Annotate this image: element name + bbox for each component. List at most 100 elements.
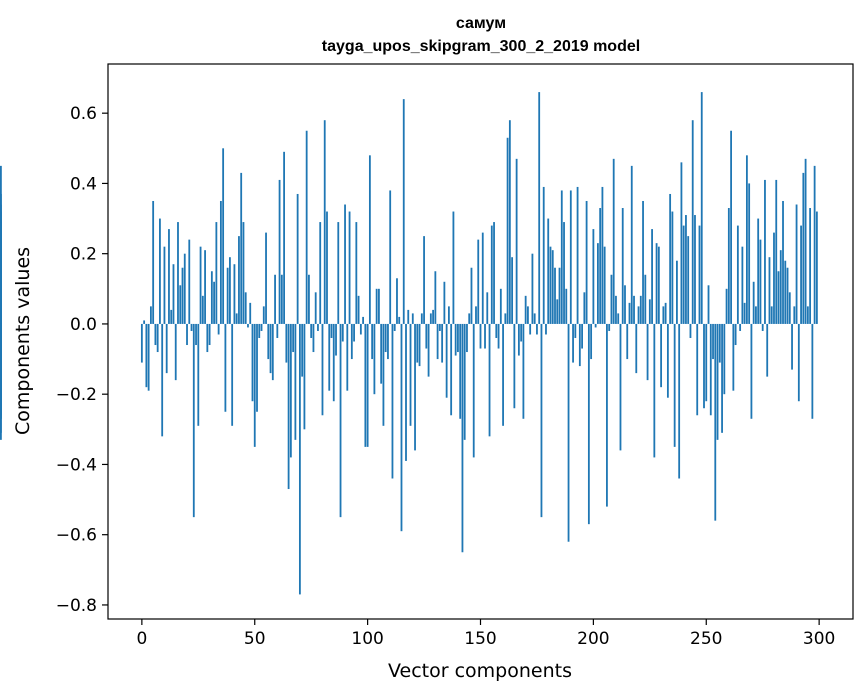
bar-19 <box>183 253 186 324</box>
bar-146 <box>470 267 473 324</box>
bar-74 <box>308 274 310 324</box>
bar-223 <box>644 274 647 324</box>
bar-241 <box>685 215 687 324</box>
bar-46 <box>244 292 247 324</box>
bar-64 <box>285 323 288 363</box>
bar-125 <box>423 236 425 324</box>
bar-220 <box>637 306 640 324</box>
bar-40 <box>231 323 234 426</box>
bar-63 <box>283 151 285 324</box>
bar-131 <box>436 323 439 360</box>
bar-246 <box>696 323 699 416</box>
bar-161 <box>504 313 507 324</box>
bar-11 <box>165 323 168 374</box>
bar-18 <box>181 267 184 324</box>
bar-173 <box>531 253 534 324</box>
x-tick-label: 200 <box>577 629 609 649</box>
bar-145 <box>468 313 471 324</box>
bar-97 <box>359 323 362 335</box>
bar-30 <box>208 323 211 346</box>
bar-186 <box>560 190 563 324</box>
bar-140 <box>457 323 459 353</box>
x-tick-label: 150 <box>464 629 496 649</box>
bar-168 <box>520 323 523 342</box>
bar-287 <box>788 292 791 324</box>
bar-233 <box>666 323 669 398</box>
bar-280 <box>773 232 775 324</box>
bar-8 <box>159 218 161 324</box>
bar-138 <box>452 211 455 324</box>
bar-224 <box>646 323 649 381</box>
bar-28 <box>204 250 206 324</box>
bar-127 <box>427 323 430 377</box>
bar-44 <box>240 172 243 324</box>
bar-132 <box>438 323 441 331</box>
bar-285 <box>784 260 787 324</box>
bar-151 <box>481 232 484 324</box>
bar-144 <box>466 323 468 353</box>
x-tick-label: 100 <box>351 629 383 649</box>
bar-32 <box>213 281 216 324</box>
bar-15 <box>174 323 177 381</box>
bar-212 <box>619 323 622 451</box>
bar-166 <box>515 158 518 324</box>
bar-5 <box>152 200 155 324</box>
bar-68 <box>294 323 297 440</box>
bar-43 <box>238 236 240 324</box>
bar-123 <box>418 323 421 367</box>
bar-205 <box>603 246 606 324</box>
bar-series <box>0 92 818 595</box>
bar-292 <box>800 225 802 324</box>
bar-96 <box>357 295 360 324</box>
bar-171 <box>527 306 529 324</box>
bar-118 <box>407 309 410 324</box>
bar-201 <box>594 323 597 328</box>
bar-93 <box>350 323 353 360</box>
x-tick-label: 250 <box>690 629 722 649</box>
bar-50 <box>253 323 256 447</box>
bar-282 <box>777 271 780 324</box>
bar-31 <box>210 271 213 324</box>
bar-0 <box>140 323 143 363</box>
bar-299 <box>815 211 818 324</box>
bar-227 <box>653 323 656 458</box>
bar-71 <box>301 323 304 377</box>
bar-170 <box>524 295 527 324</box>
bar-101 <box>368 155 371 324</box>
bar-218 <box>633 295 635 324</box>
bar-110 <box>389 190 392 324</box>
x-tick-label: 0 <box>136 629 147 649</box>
y-tick-label: −0.2 <box>56 385 97 405</box>
bar-206 <box>606 323 608 507</box>
bar-232 <box>664 302 667 324</box>
bar-106 <box>380 323 383 384</box>
bar-69 <box>296 193 299 324</box>
bar-191 <box>572 323 574 363</box>
bar-100 <box>366 323 369 447</box>
bar-297 <box>811 323 814 419</box>
bar-188 <box>565 288 568 324</box>
bar-141 <box>459 323 462 419</box>
bar-270 <box>750 323 753 419</box>
bar-264 <box>736 225 739 324</box>
bar-undefined <box>0 222 2 324</box>
bar-114 <box>398 316 401 324</box>
bar-256 <box>718 323 721 363</box>
bar-51 <box>256 323 258 412</box>
bar-211 <box>617 313 620 324</box>
bar-77 <box>314 292 317 324</box>
bar-277 <box>766 323 769 377</box>
bar-245 <box>694 215 696 324</box>
bar-237 <box>676 260 678 324</box>
y-tick-label: 0.0 <box>70 315 97 335</box>
bar-250 <box>705 323 708 402</box>
bar-239 <box>680 162 683 324</box>
bar-261 <box>730 130 732 324</box>
bar-70 <box>298 323 301 595</box>
bar-80 <box>321 323 324 416</box>
bar-91 <box>346 323 349 391</box>
bar-279 <box>770 306 773 324</box>
bar-119 <box>409 323 412 426</box>
bar-240 <box>682 225 685 324</box>
bar-215 <box>626 323 629 360</box>
